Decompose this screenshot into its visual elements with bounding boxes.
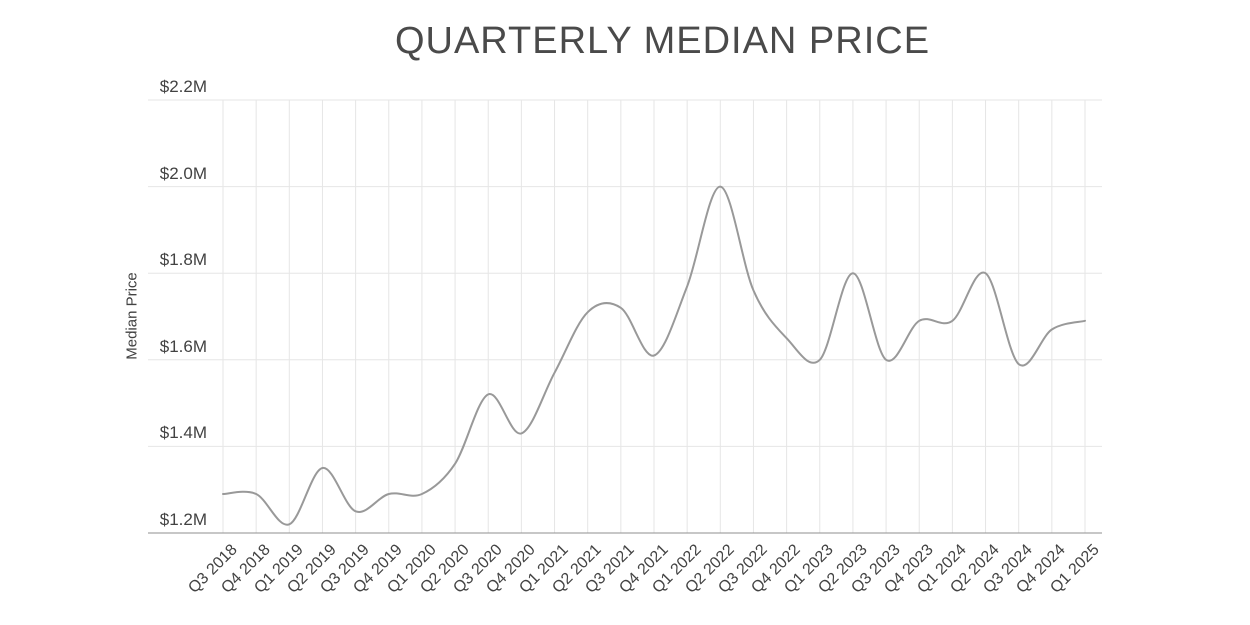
y-tick-label: $1.2M — [159, 510, 207, 529]
price-line-series — [222, 185, 1086, 526]
y-tick-label: $1.6M — [159, 336, 207, 356]
y-tick-label: $1.4M — [159, 423, 207, 443]
chart-title: QUARTERLY MEDIAN PRICE — [394, 20, 931, 62]
y-tick-label: $1.8M — [159, 250, 207, 270]
y-tick-label: $2.2M — [159, 77, 207, 96]
y-tick-label: $2.0M — [159, 163, 207, 183]
